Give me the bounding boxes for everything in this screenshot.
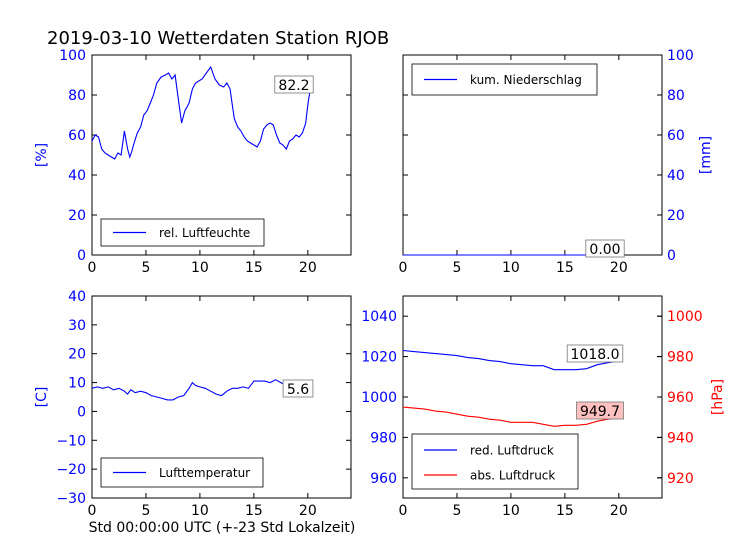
y-tick-label: −20: [56, 462, 86, 478]
x-tick-label: 5: [452, 260, 461, 276]
y-tick-label: 60: [667, 128, 685, 144]
y-tick-label: 0: [667, 248, 676, 264]
x-tick-label: 15: [556, 260, 574, 276]
y-tick-label: 920: [667, 471, 694, 487]
last-value-label: 949.7: [580, 404, 620, 420]
x-tick-label: 20: [299, 503, 317, 519]
x-tick-label: 20: [299, 260, 317, 276]
y-tick-label: 20: [68, 347, 86, 363]
legend-box: [100, 218, 265, 247]
panel-temperature: 0 5 10 15 20 −30 −20 −10 0 10 20 30 40 [C] 5.6 Lufttemp…: [34, 289, 352, 519]
x-tick-label: 10: [502, 260, 520, 276]
y-tick-label: 80: [667, 88, 685, 104]
y-tick-label: 30: [68, 318, 86, 334]
y-tick-label: 960: [370, 471, 397, 487]
x-tick-label: 10: [191, 503, 209, 519]
y-axis-label: [%]: [34, 143, 50, 167]
x-tick-label: 0: [399, 260, 408, 276]
last-value-label: 0.00: [589, 242, 620, 258]
series-line-abs-luftdruck: [402, 406, 622, 427]
x-axis-label-bottom: Std 00:00:00 UTC (+-23 Std Lokalzeit): [89, 520, 356, 536]
y-tick-label: 1040: [361, 309, 397, 325]
last-value-label: 82.2: [278, 78, 309, 94]
x-tick-label: 20: [610, 503, 628, 519]
y-tick-label: 0: [77, 248, 86, 264]
legend-label: kum. Niederschlag: [470, 73, 582, 87]
y-tick-label: 100: [667, 48, 694, 64]
last-value-box: [274, 75, 314, 94]
x-tick-label: 0: [88, 503, 97, 519]
plot-frame: [91, 54, 352, 256]
x-tick-label: 15: [245, 260, 263, 276]
y-tick-label: 10: [68, 376, 86, 392]
last-value-label: 5.6: [287, 382, 309, 398]
x-tick-label: 15: [556, 503, 574, 519]
x-tick-label: 10: [191, 260, 209, 276]
y-tick-label: 1000: [667, 309, 703, 325]
x-tick-label: 20: [610, 260, 628, 276]
y-tick-label: 1020: [361, 350, 397, 366]
y-tick-label: 960: [667, 390, 694, 406]
y-tick-label: 60: [68, 128, 86, 144]
panel-humidity: 0 5 10 15 20 0 20 40 60 80 100 [%] 82.2 rel. Luftfeuc…: [34, 48, 352, 276]
y-axis-label: [C]: [34, 387, 50, 408]
y-tick-label: 980: [370, 430, 397, 446]
panel-pressure: 0 5 10 15 20 960 980 1000 1020 1040 920 940 960 980 10…: [361, 295, 726, 519]
plot-frame: [91, 295, 352, 499]
legend-box: [411, 433, 579, 490]
x-tick-label: 0: [399, 503, 408, 519]
x-tick-label: 5: [141, 503, 150, 519]
y-tick-label: 0: [77, 404, 86, 420]
x-tick-label: 0: [88, 260, 97, 276]
panel-precipitation: 0 5 10 15 20 0 20 40 60 80 100 [mm] 0.00 kum. Nieders…: [399, 48, 714, 276]
x-tick-label: 5: [141, 260, 150, 276]
last-value-box: [566, 344, 624, 363]
legend-label: abs. Luftdruck: [470, 469, 555, 483]
y-tick-label: 940: [667, 430, 694, 446]
y-tick-label: 80: [68, 88, 86, 104]
last-value-box: [585, 239, 625, 258]
y-tick-label: 980: [667, 350, 694, 366]
y-tick-label: 40: [68, 289, 86, 305]
legend-label: Lufttemperatur: [159, 466, 250, 480]
y-tick-label: 40: [667, 168, 685, 184]
y-axis-label-right: [hPa]: [710, 379, 726, 415]
legend-label: red. Luftdruck: [470, 444, 554, 458]
y-axis-label: [mm]: [698, 136, 714, 174]
x-tick-label: 5: [452, 503, 461, 519]
legend-label: rel. Luftfeuchte: [159, 226, 250, 240]
y-tick-label: 20: [667, 208, 685, 224]
y-tick-label: 100: [59, 48, 86, 64]
last-value-label: 1018.0: [571, 347, 620, 363]
y-tick-label: −10: [56, 433, 86, 449]
series-line-rel-luftfeuchte: [91, 65, 311, 160]
y-tick-label: 1000: [361, 390, 397, 406]
x-tick-label: 10: [502, 503, 520, 519]
series-line-red-luftdruck: [402, 349, 622, 371]
last-value-box: [282, 379, 314, 398]
figure-title: 2019-03-10 Wetterdaten Station RJOB: [47, 28, 389, 49]
series-line-lufttemperatur: [91, 379, 311, 401]
y-tick-label: 40: [68, 168, 86, 184]
last-value-box: [576, 401, 624, 420]
x-tick-label: 15: [245, 503, 263, 519]
y-tick-label: −30: [56, 491, 86, 507]
y-tick-label: 20: [68, 208, 86, 224]
